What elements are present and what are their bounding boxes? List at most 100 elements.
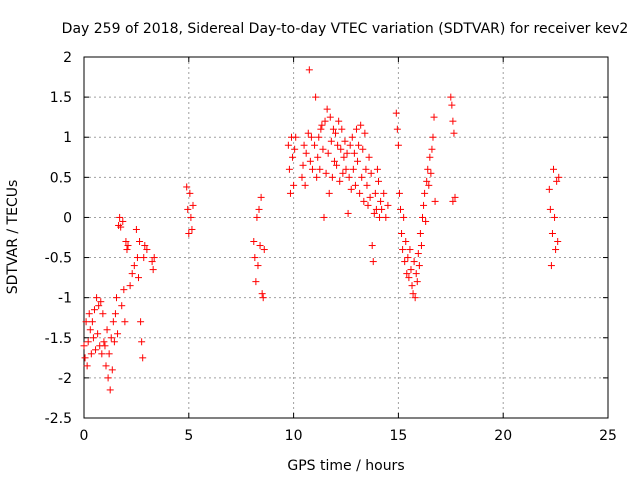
data-point xyxy=(114,330,122,338)
data-point xyxy=(314,153,322,161)
data-point xyxy=(426,153,434,161)
x-tick-label: 25 xyxy=(599,428,617,444)
x-tick-label: 10 xyxy=(285,428,303,444)
data-point xyxy=(311,141,319,149)
data-point xyxy=(448,101,456,109)
data-point xyxy=(395,189,403,197)
data-point xyxy=(555,173,563,181)
data-point xyxy=(302,149,310,157)
data-point xyxy=(143,246,151,254)
data-point xyxy=(149,266,157,274)
data-point xyxy=(419,213,427,221)
x-tick-label: 5 xyxy=(184,428,193,444)
data-point xyxy=(116,213,124,221)
data-point xyxy=(366,193,374,201)
data-point xyxy=(451,193,459,201)
data-point xyxy=(357,121,365,129)
data-point xyxy=(396,205,404,213)
data-point xyxy=(150,254,158,262)
data-point xyxy=(148,258,156,266)
data-point xyxy=(364,201,372,209)
data-point xyxy=(124,242,132,250)
data-point xyxy=(361,129,369,137)
data-point xyxy=(450,129,458,137)
data-point xyxy=(126,282,134,290)
data-point xyxy=(189,201,197,209)
data-point xyxy=(411,294,419,302)
data-point xyxy=(392,109,400,117)
data-point xyxy=(121,318,129,326)
data-point xyxy=(95,302,103,310)
data-point xyxy=(308,165,316,173)
y-tick-label: 1 xyxy=(63,130,72,146)
data-point xyxy=(350,149,358,157)
data-point xyxy=(417,242,425,250)
data-point xyxy=(256,242,264,250)
data-point xyxy=(348,133,356,141)
data-point xyxy=(380,189,388,197)
data-point xyxy=(318,121,326,129)
data-point xyxy=(337,145,345,153)
data-point xyxy=(188,225,196,233)
data-point xyxy=(320,213,328,221)
data-point xyxy=(100,338,108,346)
data-point xyxy=(123,246,131,254)
data-point xyxy=(251,254,259,262)
data-point xyxy=(335,117,343,125)
data-point xyxy=(252,278,260,286)
data-point xyxy=(343,149,351,157)
data-point xyxy=(328,173,336,181)
data-point xyxy=(430,113,438,121)
data-point xyxy=(360,197,368,205)
data-point xyxy=(405,274,413,282)
data-point xyxy=(374,177,382,185)
data-point xyxy=(306,157,314,165)
data-point xyxy=(137,318,145,326)
data-point xyxy=(260,246,268,254)
data-point xyxy=(420,201,428,209)
data-point xyxy=(109,318,117,326)
data-point xyxy=(349,165,357,173)
data-point xyxy=(345,173,353,181)
data-point xyxy=(120,286,128,294)
data-point xyxy=(118,302,126,310)
data-point xyxy=(317,125,325,133)
data-point xyxy=(119,217,127,225)
data-point xyxy=(356,189,364,197)
data-point xyxy=(326,113,334,121)
data-point xyxy=(336,177,344,185)
data-point xyxy=(187,213,195,221)
data-point xyxy=(94,330,102,338)
data-point xyxy=(136,238,144,246)
data-point xyxy=(110,338,118,346)
data-point xyxy=(333,161,341,169)
x-axis-ticks: 0 5 10 15 20 25 xyxy=(80,57,617,444)
data-point xyxy=(363,181,371,189)
data-point xyxy=(551,213,559,221)
data-point xyxy=(108,366,116,374)
data-point xyxy=(550,165,558,173)
data-point xyxy=(414,250,422,258)
data-point xyxy=(548,229,556,237)
data-point xyxy=(250,238,258,246)
y-tick-label: 1.5 xyxy=(50,90,72,106)
x-tick-label: 15 xyxy=(389,428,407,444)
data-point xyxy=(371,189,379,197)
data-series xyxy=(80,66,563,394)
data-point xyxy=(286,189,294,197)
data-point xyxy=(402,238,410,246)
data-point xyxy=(351,181,359,189)
data-point xyxy=(315,133,323,141)
data-point xyxy=(99,310,107,318)
data-point xyxy=(352,125,360,133)
data-point xyxy=(89,334,97,342)
data-point xyxy=(325,189,333,197)
data-point xyxy=(257,193,265,201)
data-point xyxy=(85,310,93,318)
data-point xyxy=(330,157,338,165)
data-point xyxy=(298,173,306,181)
data-point xyxy=(289,153,297,161)
data-point xyxy=(553,177,561,185)
data-point xyxy=(305,66,313,74)
